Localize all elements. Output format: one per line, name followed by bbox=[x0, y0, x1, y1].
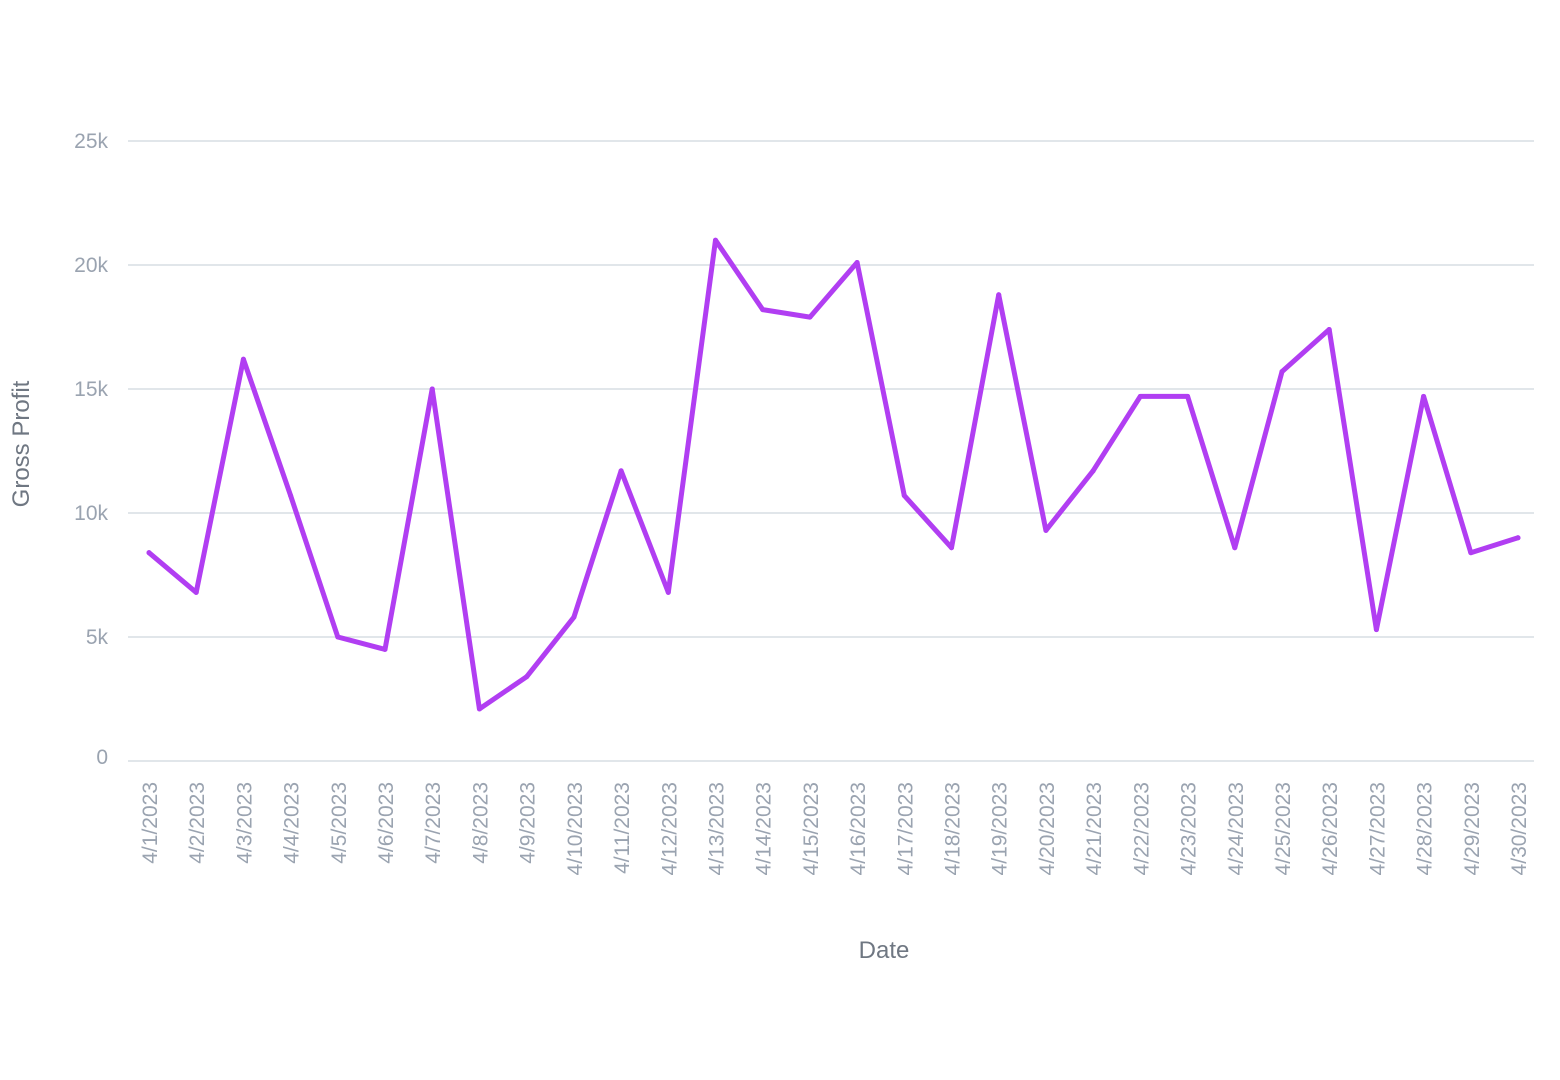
x-tick-label: 4/7/2023 bbox=[422, 782, 445, 864]
data-point bbox=[1326, 326, 1332, 332]
y-tick-label: 10k bbox=[74, 502, 108, 525]
x-tick-label: 4/20/2023 bbox=[1036, 782, 1059, 875]
data-point bbox=[1468, 550, 1474, 556]
data-point bbox=[1185, 393, 1191, 399]
data-point bbox=[524, 674, 530, 680]
x-tick-label: 4/1/2023 bbox=[139, 782, 162, 864]
data-point bbox=[996, 292, 1002, 298]
x-tick-label: 4/11/2023 bbox=[611, 782, 634, 874]
data-point bbox=[1515, 535, 1521, 541]
x-tick-label: 4/30/2023 bbox=[1508, 782, 1531, 875]
data-point bbox=[665, 589, 671, 595]
data-point bbox=[146, 550, 152, 556]
gridlines bbox=[128, 140, 1534, 762]
data-point bbox=[618, 468, 624, 474]
x-tick-label: 4/29/2023 bbox=[1461, 782, 1484, 875]
y-tick-label: 0 bbox=[96, 746, 108, 769]
x-tick-label: 4/22/2023 bbox=[1130, 782, 1153, 875]
y-tick-label: 15k bbox=[74, 378, 108, 401]
x-tick-label: 4/27/2023 bbox=[1366, 782, 1389, 875]
x-tick-label: 4/4/2023 bbox=[281, 782, 304, 864]
x-tick-label: 4/26/2023 bbox=[1319, 782, 1342, 875]
x-tick-label: 4/21/2023 bbox=[1083, 782, 1106, 875]
x-tick-label: 4/19/2023 bbox=[989, 782, 1012, 875]
series-line bbox=[146, 237, 1521, 712]
data-point bbox=[712, 237, 718, 243]
data-point bbox=[476, 706, 482, 712]
x-tick-label: 4/16/2023 bbox=[847, 782, 870, 875]
data-point bbox=[1090, 468, 1096, 474]
x-tick-label: 4/10/2023 bbox=[564, 782, 587, 875]
data-point bbox=[429, 386, 435, 392]
x-tick-label: 4/25/2023 bbox=[1272, 782, 1295, 875]
data-point bbox=[382, 646, 388, 652]
data-point bbox=[1043, 527, 1049, 533]
data-point bbox=[288, 493, 294, 499]
y-tick-label: 5k bbox=[86, 626, 109, 649]
x-tick-label: 4/24/2023 bbox=[1225, 782, 1248, 875]
data-point bbox=[240, 356, 246, 362]
data-point bbox=[1373, 627, 1379, 633]
data-point bbox=[193, 589, 199, 595]
y-tick-label: 20k bbox=[74, 254, 108, 277]
data-point bbox=[1232, 545, 1238, 551]
x-tick-label: 4/14/2023 bbox=[753, 782, 776, 875]
series-layer bbox=[146, 237, 1521, 712]
data-point bbox=[760, 307, 766, 313]
y-axis-ticks: 0 5k 10k 15k 20k 25k bbox=[74, 130, 108, 769]
x-tick-label: 4/9/2023 bbox=[517, 782, 540, 864]
y-axis-title: Gross Profit bbox=[8, 380, 35, 507]
x-axis-ticks: 4/1/2023 4/2/2023 4/3/2023 4/4/2023 4/5/2023… bbox=[139, 782, 1531, 875]
x-tick-label: 4/3/2023 bbox=[233, 782, 256, 864]
x-tick-label: 4/2/2023 bbox=[186, 782, 209, 864]
x-tick-label: 4/28/2023 bbox=[1414, 782, 1437, 875]
data-point bbox=[901, 493, 907, 499]
data-point bbox=[1279, 369, 1285, 375]
data-point bbox=[1421, 393, 1427, 399]
data-point bbox=[949, 545, 955, 551]
x-tick-label: 4/18/2023 bbox=[942, 782, 965, 875]
x-tick-label: 4/12/2023 bbox=[658, 782, 681, 875]
x-axis-title: Date bbox=[859, 937, 910, 964]
data-point bbox=[571, 614, 577, 620]
x-tick-label: 4/13/2023 bbox=[705, 782, 728, 875]
data-point bbox=[807, 314, 813, 320]
x-tick-label: 4/15/2023 bbox=[800, 782, 823, 875]
x-tick-label: 4/8/2023 bbox=[469, 782, 492, 864]
x-tick-label: 4/6/2023 bbox=[375, 782, 398, 864]
data-point bbox=[854, 260, 860, 266]
data-point bbox=[1137, 393, 1143, 399]
x-tick-label: 4/17/2023 bbox=[894, 782, 917, 875]
y-tick-label: 25k bbox=[74, 130, 108, 153]
x-tick-label: 4/23/2023 bbox=[1178, 782, 1201, 875]
data-point bbox=[335, 634, 341, 640]
x-tick-label: 4/5/2023 bbox=[328, 782, 351, 864]
